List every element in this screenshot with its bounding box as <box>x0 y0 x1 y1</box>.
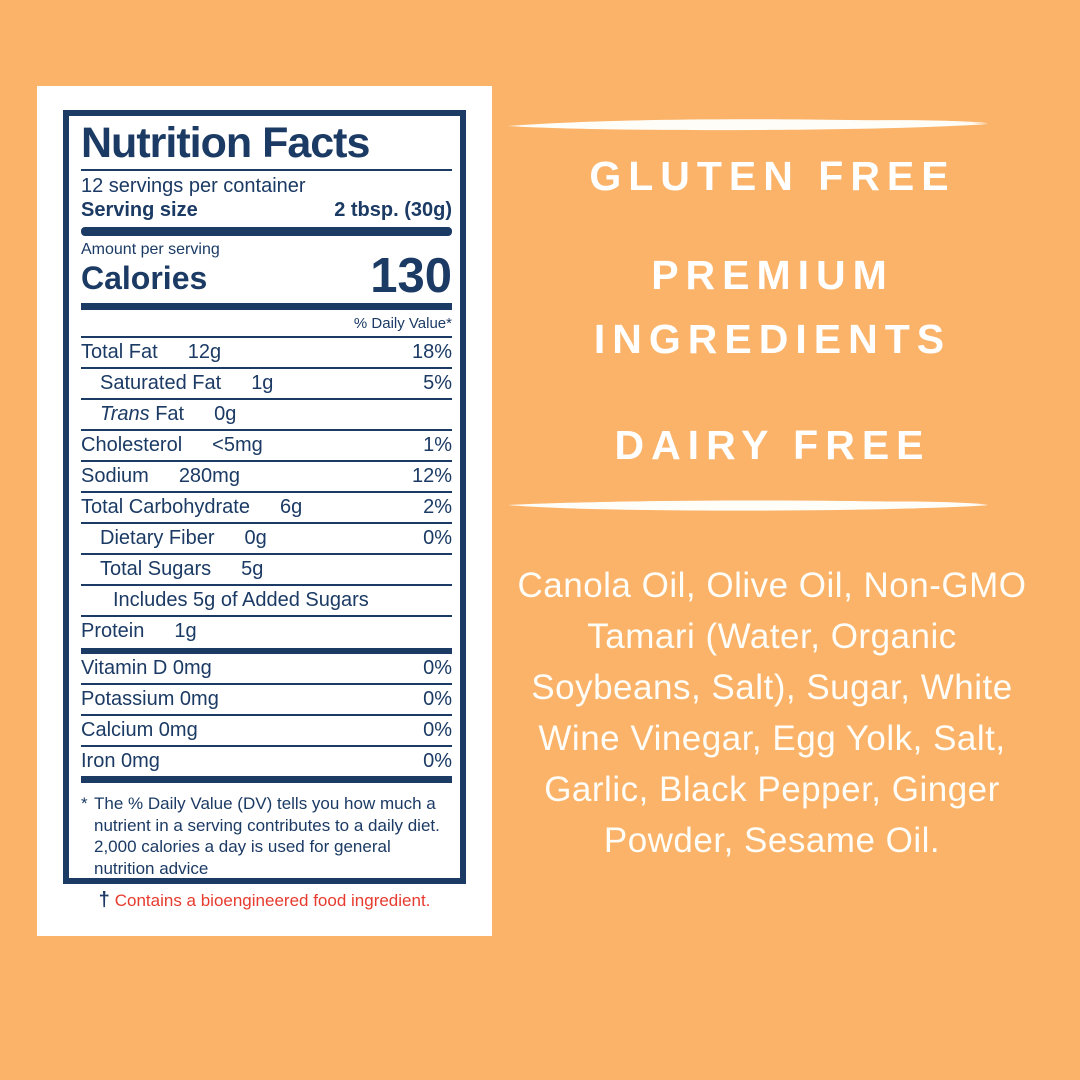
nutrient-amount: 1g <box>251 372 274 394</box>
nutrient-row: Dietary Fiber 0g 0% <box>81 522 452 553</box>
nutrient-name: Dietary Fiber 0g <box>100 527 267 549</box>
claim-premium-ingredients: PREMIUM INGREDIENTS <box>593 252 952 362</box>
nutrition-label-card: Nutrition Facts 12 servings per containe… <box>37 86 492 936</box>
bioengineered-disclosure: † Contains a bioengineered food ingredien… <box>37 890 492 911</box>
vitamin-rows: Vitamin D 0mg 0% Potassium 0mg 0% Calcium 0m… <box>81 654 452 776</box>
nutrient-name: Saturated Fat 1g <box>100 372 274 394</box>
daily-value-header: % Daily Value* <box>353 315 452 332</box>
nutrient-amount: <5mg <box>212 434 263 456</box>
nutrient-row: Protein 1g <box>81 615 452 648</box>
nutrient-row: Total Sugars 5g <box>81 553 452 584</box>
divider-thick <box>81 776 452 783</box>
dagger-icon: † <box>98 889 110 911</box>
nutrient-name: Vitamin D 0mg <box>81 657 212 679</box>
servings-per-container: 12 servings per container <box>81 175 306 197</box>
nutrient-daily-value: 0% <box>423 719 452 741</box>
nutrient-name: Total Carbohydrate 6g <box>81 496 303 518</box>
claim-dairy-free: DAIRY FREE <box>614 422 931 468</box>
nutrient-row: Calcium 0mg 0% <box>81 714 452 745</box>
nutrient-row: Total Carbohydrate 6g 2% <box>81 491 452 522</box>
nutrient-row: Vitamin D 0mg 0% <box>81 654 452 683</box>
nutrition-facts-panel: Nutrition Facts 12 servings per containe… <box>63 110 466 884</box>
nutrient-name: Total Fat 12g <box>81 341 222 363</box>
footnote-text: The % Daily Value (DV) tells you how muc… <box>94 794 440 878</box>
nutrient-row: Iron 0mg 0% <box>81 745 452 776</box>
nutrient-name: Iron 0mg <box>81 750 160 772</box>
calories-row: Calories 130 <box>81 249 452 303</box>
claims-panel: GLUTEN FREE PREMIUM INGREDIENTS DAIRY FR… <box>500 0 1045 1080</box>
nutrient-daily-value: 5% <box>423 372 452 394</box>
nutrient-row: Saturated Fat 1g 5% <box>81 367 452 398</box>
nutrient-daily-value: 18% <box>411 341 452 363</box>
nutrient-name: Potassium 0mg <box>81 688 219 710</box>
divider-thick <box>81 227 452 236</box>
claim-gluten-free: GLUTEN FREE <box>589 153 956 199</box>
nutrient-row: Total Fat 12g 18% <box>81 336 452 367</box>
nutrient-amount: 12g <box>187 341 222 363</box>
nutrient-name: Cholesterol <5mg <box>81 434 263 456</box>
serving-size-label: Serving size <box>81 199 198 221</box>
nutrient-rows: Total Fat 12g 18% Saturated Fat 1g 5% Trans Fa… <box>81 336 452 648</box>
nutrient-name: Protein 1g <box>81 620 197 642</box>
divider-medium <box>81 303 452 310</box>
nutrient-row: Includes 5g of Added Sugars <box>81 584 452 615</box>
nutrient-daily-value: 12% <box>411 465 452 487</box>
nutrient-name: Sodium 280mg <box>81 465 240 487</box>
nutrient-row: Sodium 280mg 12% <box>81 460 452 491</box>
nutrient-name: Calcium 0mg <box>81 719 198 741</box>
nutrition-facts-title: Nutrition Facts <box>81 119 370 167</box>
amount-per-serving-label: Amount per serving <box>81 241 220 258</box>
nutrient-amount: 5g <box>241 558 264 580</box>
serving-size-row: Serving size 2 tbsp. (30g) <box>81 199 452 221</box>
daily-value-footnote: * The % Daily Value (DV) tells you how m… <box>81 788 452 879</box>
nutrient-daily-value: 0% <box>423 657 452 679</box>
nutrient-name: Trans Fat 0g <box>100 403 237 425</box>
calories-value: 130 <box>370 249 452 303</box>
nutrient-amount: 1g <box>174 620 197 642</box>
nutrient-row: Potassium 0mg 0% <box>81 683 452 714</box>
nutrient-amount: 0g <box>214 403 237 425</box>
nutrient-amount: 0g <box>244 527 267 549</box>
calories-label: Calories <box>81 260 208 296</box>
nutrient-daily-value: 0% <box>423 688 452 710</box>
brush-stroke-bottom <box>506 497 990 513</box>
nutrient-daily-value: 0% <box>423 750 452 772</box>
brush-stroke-top <box>506 116 990 132</box>
nutrient-amount: 280mg <box>178 465 240 487</box>
serving-size-value: 2 tbsp. (30g) <box>334 199 452 221</box>
nutrient-daily-value: 0% <box>423 527 452 549</box>
nutrient-row: Trans Fat 0g <box>81 398 452 429</box>
nutrient-name: Total Sugars 5g <box>100 558 264 580</box>
nutrient-name: Includes 5g of Added Sugars <box>113 589 369 611</box>
nutrient-row: Cholesterol <5mg 1% <box>81 429 452 460</box>
nutrient-amount: 6g <box>279 496 303 518</box>
divider <box>81 169 452 171</box>
nutrient-daily-value: 2% <box>423 496 452 518</box>
footnote-marker: * <box>81 794 88 813</box>
ingredients-list: Canola Oil, Olive Oil, Non-GMO Tamari (W… <box>517 566 1027 860</box>
divider-medium <box>81 648 452 654</box>
nutrient-daily-value: 1% <box>423 434 452 456</box>
bioengineered-text: Contains a bioengineered food ingredient… <box>114 891 431 910</box>
